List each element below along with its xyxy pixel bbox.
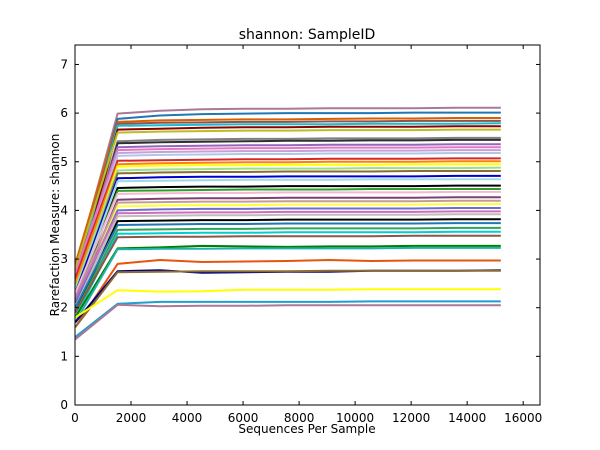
series-line-25: [74, 203, 501, 309]
x-axis: 0 2000 4000 6000 8000 10000 12000 14000 16000: [71, 45, 542, 425]
y-tick-label: 2: [60, 301, 68, 315]
series-line-14: [74, 160, 501, 284]
series-line-26: [74, 207, 501, 304]
y-tick-label: 5: [60, 155, 68, 169]
y-tick-label: 1: [60, 349, 68, 363]
y-tick-label: 4: [60, 203, 68, 217]
x-tick-label: 12000: [392, 411, 430, 425]
y-tick-label: 6: [60, 106, 68, 120]
series-line-5: [74, 125, 501, 289]
y-tick-label: 0: [60, 398, 68, 412]
series-line-11: [74, 149, 501, 284]
x-tick-label: 6000: [228, 411, 259, 425]
y-axis-label: Rarefaction Measure: shannon: [48, 134, 62, 317]
x-tick-label: 16000: [504, 411, 542, 425]
x-tick-label: 0: [71, 411, 79, 425]
y-tick-label: 7: [60, 57, 68, 71]
series-line-27: [74, 210, 501, 299]
series-line-23: [74, 196, 501, 304]
series-line-7: [74, 136, 501, 284]
series-line-3: [74, 119, 501, 279]
x-tick-label: 14000: [448, 411, 486, 425]
y-tick-label: 3: [60, 252, 68, 266]
series-layer: [74, 106, 501, 341]
series-line-34: [74, 244, 501, 318]
series-line-38: [74, 269, 501, 328]
series-line-28: [74, 213, 501, 309]
series-line-13: [74, 157, 501, 279]
series-line-41: [74, 303, 501, 341]
series-line-10: [74, 146, 501, 274]
series-line-33: [74, 234, 501, 314]
chart-title: shannon: SampleID: [239, 27, 376, 43]
series-line-0: [74, 106, 501, 270]
series-line-17: [74, 170, 501, 299]
series-line-15: [74, 163, 501, 294]
series-line-40: [74, 300, 501, 338]
series-line-6: [74, 128, 501, 270]
series-line-12: [74, 152, 501, 289]
series-line-9: [74, 143, 501, 279]
series-line-20: [74, 184, 501, 304]
series-line-4: [74, 122, 501, 284]
series-line-16: [74, 166, 501, 289]
plot-frame: [74, 44, 541, 406]
series-line-8: [74, 138, 501, 294]
series-line-2: [74, 117, 501, 265]
series-line-19: [74, 178, 501, 299]
series-line-30: [74, 222, 501, 309]
series-line-1: [74, 111, 501, 274]
series-line-32: [74, 230, 501, 318]
y-axis: 0 1 2 3 4 5 6 7: [60, 57, 540, 412]
series-line-35: [74, 246, 501, 323]
x-tick-label: 10000: [336, 411, 374, 425]
series-line-37: [74, 269, 501, 323]
x-tick-label: 4000: [172, 411, 203, 425]
series-line-22: [74, 190, 501, 294]
series-line-39: [74, 288, 501, 319]
series-line-29: [74, 218, 501, 314]
x-tick-label: 2000: [116, 411, 147, 425]
series-line-21: [74, 188, 501, 299]
series-line-24: [74, 199, 501, 299]
x-axis-label: Sequences Per Sample: [238, 422, 375, 436]
series-line-18: [74, 174, 501, 294]
x-tick-label: 8000: [284, 411, 315, 425]
series-line-31: [74, 226, 501, 314]
series-line-36: [74, 259, 501, 328]
